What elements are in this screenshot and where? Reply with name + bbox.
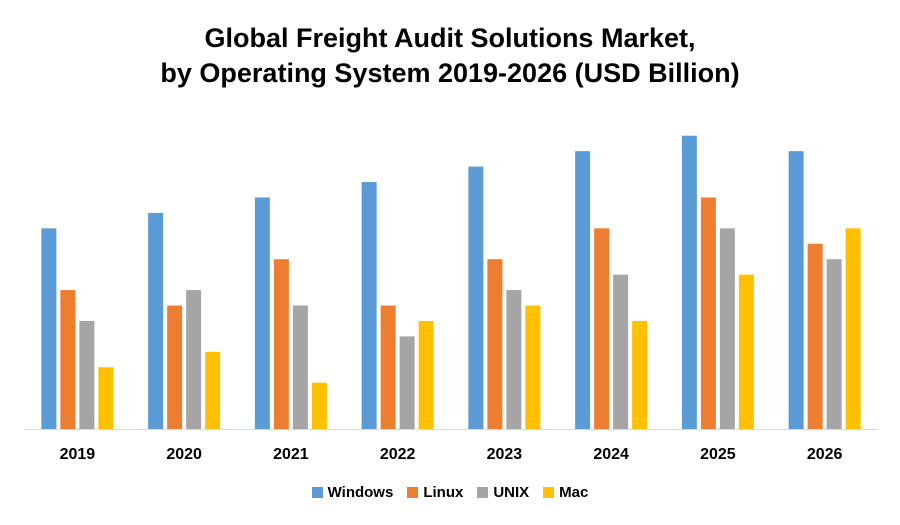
bar-unix-2019 <box>79 320 95 429</box>
bar-windows-2026 <box>788 151 804 429</box>
bar-mac-2025 <box>738 274 754 429</box>
bar-linux-2026 <box>807 243 823 429</box>
bar-mac-2024 <box>632 320 648 429</box>
bar-windows-2021 <box>254 197 270 429</box>
bar-linux-2025 <box>700 197 716 429</box>
x-tick-label: 2022 <box>380 446 416 463</box>
bar-unix-2022 <box>399 336 415 429</box>
bar-mac-2020 <box>205 351 221 429</box>
bar-mac-2026 <box>845 228 861 429</box>
legend-item-windows: Windows <box>311 484 394 501</box>
bar-windows-2025 <box>681 135 697 429</box>
bar-unix-2023 <box>506 290 522 429</box>
x-tick-label: 2023 <box>487 446 523 463</box>
bar-linux-2023 <box>487 259 503 429</box>
bar-linux-2021 <box>273 259 289 429</box>
legend-item-linux: Linux <box>407 484 463 501</box>
bar-unix-2025 <box>719 228 735 429</box>
bar-unix-2020 <box>186 290 202 429</box>
bar-windows-2019 <box>41 228 57 429</box>
legend-label: Mac <box>559 484 589 501</box>
x-tick-label: 2021 <box>273 446 309 463</box>
legend-swatch <box>407 487 419 498</box>
x-tick-label: 2024 <box>593 446 629 463</box>
legend-item-unix: UNIX <box>477 484 529 501</box>
bar-mac-2023 <box>525 305 541 429</box>
bar-windows-2024 <box>575 151 591 429</box>
bar-mac-2019 <box>98 367 114 429</box>
chart-title-line2: by Operating System 2019-2026 (USD Billi… <box>160 58 740 88</box>
legend-label: Windows <box>327 484 394 501</box>
legend-item-mac: Mac <box>543 484 588 501</box>
bar-linux-2022 <box>380 305 396 429</box>
bar-unix-2024 <box>613 274 629 429</box>
legend-label: Linux <box>423 484 464 501</box>
x-tick-label: 2019 <box>60 446 96 463</box>
bar-mac-2022 <box>418 320 434 429</box>
bar-windows-2023 <box>468 166 484 430</box>
x-tick-label: 2026 <box>807 446 843 463</box>
bar-unix-2021 <box>292 305 308 429</box>
legend-swatch <box>311 487 323 498</box>
bar-linux-2024 <box>594 228 610 429</box>
bar-mac-2021 <box>311 382 327 429</box>
bar-windows-2022 <box>361 182 377 429</box>
x-tick-label: 2025 <box>700 446 736 463</box>
legend-swatch <box>477 487 489 498</box>
x-tick-label: 2020 <box>166 446 202 463</box>
legend: Windows Linux UNIX Mac <box>0 484 900 501</box>
bar-windows-2020 <box>148 212 164 429</box>
chart-title-line1: Global Freight Audit Solutions Market, <box>204 23 696 53</box>
bar-linux-2019 <box>60 290 76 429</box>
legend-swatch <box>543 487 555 498</box>
legend-label: UNIX <box>493 484 530 501</box>
bar-linux-2020 <box>167 305 183 429</box>
bar-unix-2026 <box>826 259 842 429</box>
